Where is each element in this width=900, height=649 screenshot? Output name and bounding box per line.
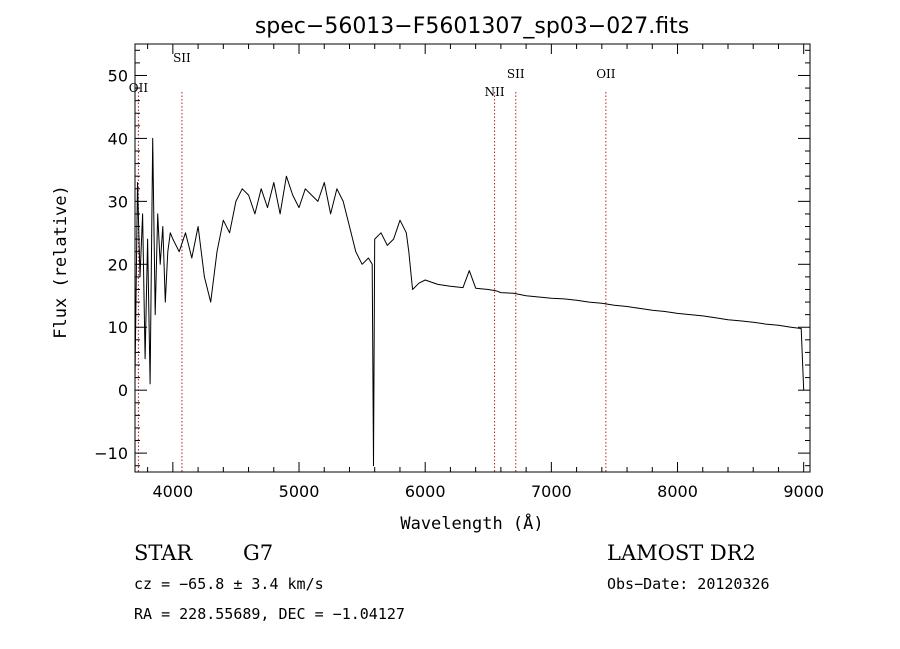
chart-title: spec−56013−F5601307_sp03−027.fits [255, 14, 689, 39]
emission-line-label: SII [173, 51, 191, 65]
x-tick-label: 9000 [783, 482, 824, 501]
x-tick-label: 8000 [657, 482, 698, 501]
cz-value: cz = −65.8 ± 3.4 km/s [134, 575, 324, 593]
obs-date: Obs−Date: 20120326 [607, 575, 770, 593]
plot-frame [134, 43, 811, 473]
y-tick-label: 40 [108, 129, 128, 148]
object-class: STAR [134, 541, 193, 565]
emission-line-label: OII [596, 67, 616, 81]
spectrum-line [134, 137, 805, 467]
ra-dec: RA = 228.55689, DEC = −1.04127 [134, 605, 405, 623]
survey-name: LAMOST DR2 [607, 541, 756, 565]
y-tick-label: 10 [108, 318, 128, 337]
y-axis-label: Flux (relative) [51, 185, 71, 339]
emission-line-label: SII [507, 67, 525, 81]
y-tick-label: −10 [94, 444, 128, 463]
subclass: G7 [243, 541, 273, 565]
x-tick-label: 5000 [279, 482, 320, 501]
y-tick-label: 50 [108, 66, 128, 85]
y-tick-label: 30 [108, 192, 128, 211]
y-tick-label: 20 [108, 255, 128, 274]
emission-line-label: NII [485, 85, 505, 99]
axis-ticks: 4000 5000 6000 7000 8000 9000 −10 0 10 20 30 40 50 [94, 44, 824, 501]
x-tick-label: 7000 [531, 482, 572, 501]
x-tick-label: 4000 [152, 482, 193, 501]
x-axis-label: Wavelength (Å) [400, 512, 543, 534]
x-tick-label: 6000 [405, 482, 446, 501]
y-tick-label: 0 [118, 381, 128, 400]
